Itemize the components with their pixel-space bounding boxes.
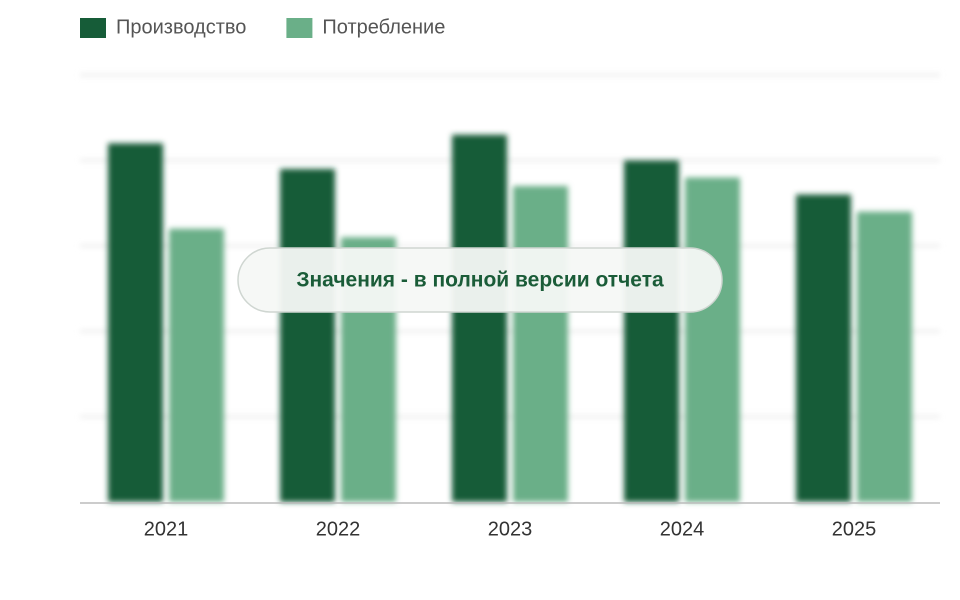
bar xyxy=(685,177,740,503)
bar xyxy=(513,186,568,502)
bar xyxy=(452,134,507,502)
x-tick-label: 2024 xyxy=(660,518,705,540)
bar xyxy=(280,168,335,502)
legend-swatch xyxy=(80,18,106,38)
legend-swatch xyxy=(286,18,313,38)
x-tick-label: 2025 xyxy=(832,518,877,540)
overlay-text: Значения - в полной версии отчета xyxy=(296,269,664,292)
x-tick-label: 2022 xyxy=(316,518,361,540)
legend-label: Потребление xyxy=(322,16,445,38)
overlay-box xyxy=(237,247,723,313)
bar xyxy=(624,160,679,502)
bar xyxy=(108,143,163,502)
legend-label: Производство xyxy=(116,16,246,38)
x-labels: 2021 2022 2023 2024 2025 xyxy=(144,518,877,540)
bar xyxy=(857,211,912,502)
x-tick-label: 2021 xyxy=(144,518,189,540)
x-tick-label: 2023 xyxy=(488,518,533,540)
legend: Производство Потребление xyxy=(80,16,445,38)
bar xyxy=(169,228,224,502)
bar xyxy=(796,194,851,502)
overlay-badge: Значения - в полной версии отчета xyxy=(237,247,723,313)
bars xyxy=(108,134,912,503)
